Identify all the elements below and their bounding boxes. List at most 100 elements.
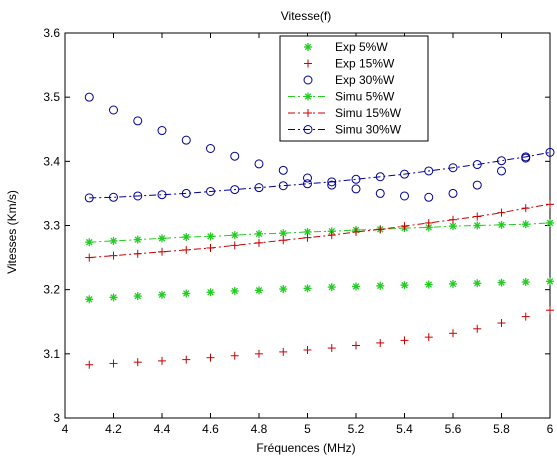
data-point [424, 192, 434, 202]
legend-label: Simu 15%W [335, 106, 402, 120]
data-point [449, 279, 457, 288]
data-point [230, 351, 239, 360]
legend-marker [304, 43, 312, 51]
marker-shape [351, 174, 361, 184]
data-point [182, 289, 191, 298]
data-point [85, 253, 94, 262]
marker-shape [497, 166, 506, 176]
data-point [206, 144, 215, 153]
series-exp-5pctw [85, 277, 554, 304]
data-point [303, 284, 312, 293]
legend-item: Exp 30%W [303, 73, 395, 87]
legend-marker [304, 92, 312, 101]
data-point [473, 279, 482, 288]
marker-shape [449, 280, 457, 288]
marker-shape [85, 238, 93, 246]
y-tick-label: 3.1 [43, 347, 60, 361]
data-point [133, 358, 142, 367]
marker-shape [206, 144, 215, 153]
data-point [327, 344, 336, 353]
marker-shape [182, 290, 190, 297]
marker-shape [133, 191, 143, 201]
data-point [400, 281, 409, 290]
marker-shape [400, 169, 409, 179]
data-point [521, 152, 531, 162]
marker-shape [109, 105, 118, 115]
data-point [473, 324, 482, 333]
marker-shape [158, 235, 166, 242]
data-point [375, 172, 385, 182]
data-point [351, 184, 361, 194]
series-exp-15pctw [85, 306, 554, 369]
marker-shape [424, 166, 434, 176]
x-tick-label: 5.2 [348, 422, 365, 436]
data-point [497, 156, 506, 166]
marker-shape [425, 224, 433, 231]
data-point [279, 236, 288, 245]
marker-shape [472, 160, 482, 170]
marker-shape [181, 188, 191, 198]
data-point [182, 355, 191, 364]
data-point [424, 166, 434, 176]
marker-shape [376, 282, 384, 290]
marker-shape [425, 281, 433, 288]
y-tick-label: 3.6 [43, 26, 60, 40]
data-point [375, 188, 385, 198]
y-tick-label: 3.2 [43, 283, 60, 297]
data-point [84, 193, 94, 203]
data-point [448, 188, 458, 198]
data-point [278, 165, 288, 175]
marker-shape [206, 186, 215, 196]
data-point [424, 280, 433, 289]
data-point [230, 151, 240, 161]
data-point [85, 295, 94, 304]
marker-shape [327, 177, 337, 187]
data-point [473, 212, 482, 221]
marker-shape [303, 75, 313, 85]
data-point [546, 218, 554, 227]
marker-shape [449, 222, 457, 230]
marker-shape [546, 278, 554, 285]
data-point [497, 319, 506, 328]
data-point [449, 329, 457, 338]
data-point [521, 204, 530, 213]
data-point [158, 290, 166, 299]
data-point [206, 288, 215, 297]
data-point [449, 215, 457, 224]
marker-shape [110, 237, 117, 245]
data-point [255, 349, 263, 358]
marker-shape [522, 278, 530, 286]
marker-shape [375, 188, 385, 198]
data-point [376, 281, 385, 290]
marker-shape [473, 279, 481, 287]
data-point [85, 360, 94, 369]
data-point [255, 229, 263, 238]
data-point [497, 166, 506, 176]
data-point [472, 180, 482, 190]
x-tick-label: 6 [547, 422, 554, 436]
legend-marker [303, 75, 313, 85]
legend-item: Simu 5%W [288, 90, 395, 104]
marker-shape [278, 165, 288, 175]
data-point [327, 177, 337, 187]
marker-shape [304, 285, 311, 292]
data-point [230, 286, 239, 295]
legend-label: Exp 5%W [335, 40, 388, 54]
marker-shape [448, 188, 458, 198]
x-tick-label: 5 [304, 422, 311, 436]
legend-marker [304, 109, 312, 117]
data-point [133, 116, 143, 126]
data-point [400, 191, 409, 201]
data-point [376, 338, 385, 347]
data-point [230, 185, 240, 195]
marker-shape [134, 292, 142, 300]
y-tick-label: 3.3 [43, 219, 60, 233]
data-point [133, 249, 142, 258]
data-point [109, 359, 118, 368]
marker-shape [472, 180, 482, 190]
marker-shape [375, 172, 385, 182]
legend-label: Exp 15%W [335, 57, 395, 71]
legend-label: Simu 5%W [335, 90, 395, 104]
series-simu-15pctw [85, 200, 554, 262]
